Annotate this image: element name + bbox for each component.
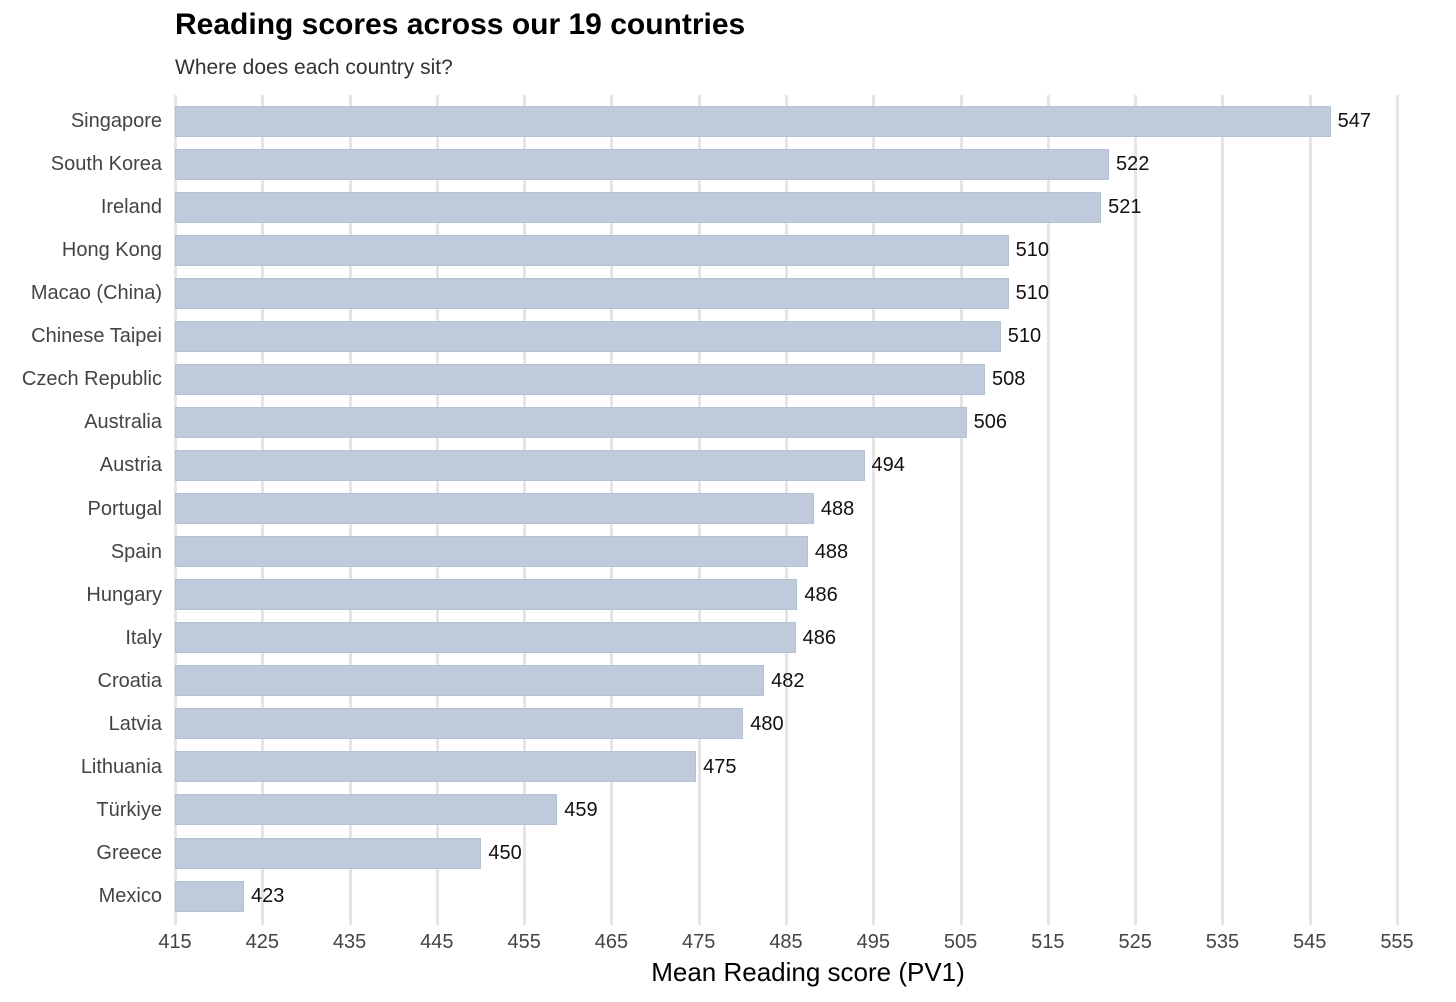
y-category-label: Greece — [96, 842, 162, 865]
gridline — [872, 95, 876, 925]
gridline — [1046, 95, 1050, 925]
y-category-label: South Korea — [50, 153, 162, 176]
x-tick-label: 465 — [594, 931, 629, 953]
y-category-label: Czech Republic — [21, 368, 162, 391]
y-category-label: Türkiye — [96, 798, 162, 821]
x-tick-label: 435 — [332, 931, 367, 953]
bar-value-label: 480 — [750, 712, 784, 735]
bar — [175, 449, 865, 481]
y-category-label: Mexico — [98, 885, 162, 908]
gridline — [1308, 95, 1312, 925]
bar — [175, 320, 1001, 352]
bar — [175, 837, 482, 869]
bar-value-label: 488 — [814, 540, 849, 563]
y-category-label: Australia — [84, 411, 162, 434]
x-tick-label: 525 — [1118, 931, 1152, 953]
x-tick-label: 475 — [682, 931, 716, 953]
bar-value-label: 510 — [1015, 239, 1049, 262]
y-category-label: Hungary — [86, 583, 162, 606]
bar — [175, 880, 244, 912]
bar-value-label: 506 — [973, 411, 1008, 434]
y-category-label: Hong Kong — [61, 239, 162, 262]
bar-value-label: 521 — [1108, 196, 1142, 219]
bar-value-label: 450 — [488, 842, 522, 865]
x-tick-label: 515 — [1031, 931, 1065, 953]
y-category-label: Lithuania — [80, 755, 162, 778]
x-tick-label: 455 — [507, 931, 541, 953]
y-category-label: Italy — [125, 626, 162, 649]
bar — [175, 536, 808, 568]
bar-value-label: 475 — [703, 755, 737, 778]
bar — [175, 622, 796, 654]
gridline — [1396, 95, 1399, 925]
x-tick-label: 425 — [245, 931, 279, 953]
bar-value-label: 547 — [1337, 110, 1372, 132]
y-category-label: Macao (China) — [30, 282, 162, 305]
y-category-label: Ireland — [100, 196, 162, 219]
bar-value-label: 494 — [871, 454, 905, 477]
bar — [175, 665, 765, 697]
bar-value-label: 510 — [1007, 325, 1042, 348]
bar-value-label: 510 — [1015, 282, 1049, 305]
x-tick-label: 485 — [769, 931, 803, 953]
bar — [175, 148, 1109, 180]
x-tick-label: 535 — [1205, 931, 1240, 953]
bar — [175, 234, 1009, 266]
x-tick-label: 545 — [1293, 931, 1327, 953]
x-tick-label: 445 — [420, 931, 454, 953]
bar-value-label: 486 — [802, 626, 836, 649]
bar — [175, 493, 814, 525]
x-axis-title: Mean Reading score (PV1) — [651, 957, 965, 987]
bar — [175, 277, 1009, 309]
y-category-label: Latvia — [108, 712, 162, 735]
y-category-label: Croatia — [97, 669, 162, 692]
bar — [175, 406, 967, 438]
bar-value-label: 459 — [564, 798, 598, 821]
x-tick-label: 505 — [943, 931, 978, 953]
bar — [175, 191, 1102, 223]
bar — [175, 708, 744, 740]
x-tick-label: 555 — [1380, 931, 1414, 953]
bar-value-label: 482 — [771, 669, 805, 692]
bar-value-label: 508 — [992, 368, 1026, 391]
gridline — [959, 95, 963, 925]
bar-value-label: 488 — [820, 497, 855, 520]
chart-subtitle: Where does each country sit? — [175, 56, 453, 79]
y-category-label: Singapore — [70, 110, 162, 132]
bar — [175, 794, 558, 826]
bar — [175, 579, 798, 611]
gridline — [1134, 95, 1138, 925]
y-category-label: Portugal — [87, 497, 163, 520]
bar — [175, 751, 697, 783]
bar-value-label: 486 — [804, 583, 838, 606]
bar — [175, 105, 1331, 137]
chart-title: Reading scores across our 19 countries — [175, 8, 746, 41]
bar-value-label: 522 — [1115, 153, 1150, 176]
bar — [175, 363, 985, 395]
y-category-label: Austria — [99, 454, 162, 477]
x-tick-label: 495 — [856, 931, 890, 953]
x-tick-label: 415 — [158, 931, 192, 953]
bar-value-label: 423 — [250, 885, 285, 908]
gridline — [1221, 95, 1225, 925]
y-category-label: Spain — [110, 540, 162, 563]
y-category-label: Chinese Taipei — [31, 325, 162, 348]
